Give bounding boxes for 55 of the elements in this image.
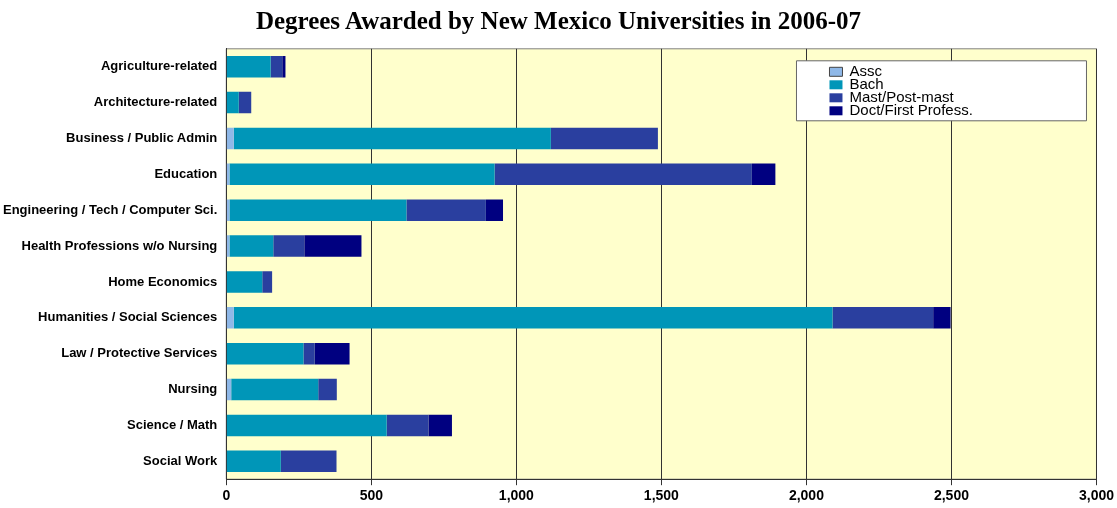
bar (933, 307, 951, 329)
x-tick-label: 3,000 (1078, 487, 1115, 504)
bar (226, 55, 271, 78)
y-tick-label: Humanities / Social Sciences (38, 309, 218, 325)
bar (226, 414, 387, 437)
bar (550, 127, 658, 150)
chart-title: Degrees Awarded by New Mexico Universities in 2006-07 (254, 6, 863, 36)
bar (233, 307, 833, 329)
y-tick-label: Law / Protective Services (61, 345, 218, 361)
bar (238, 91, 252, 114)
bar (751, 163, 776, 186)
bar (226, 91, 239, 114)
bar (229, 235, 274, 257)
x-tick-label: 1,500 (643, 487, 680, 504)
bar (280, 450, 337, 473)
y-tick-label: Science / Math (126, 416, 218, 432)
bar (282, 55, 286, 78)
bar (233, 127, 551, 150)
x-tick-label: 500 (359, 487, 384, 504)
bar (226, 271, 263, 293)
bar (485, 199, 504, 221)
bar (406, 199, 486, 221)
bar (226, 342, 304, 365)
x-tick-label: 1,000 (498, 487, 535, 504)
y-tick-label: Business / Public Admin (66, 130, 218, 146)
bar (303, 342, 315, 365)
bar (314, 342, 350, 365)
bar (226, 307, 234, 329)
bar (231, 378, 319, 401)
x-tick-label: 2,000 (788, 487, 825, 504)
y-tick-label: Health Professions w/o Nursing (21, 237, 218, 253)
bar (273, 235, 305, 257)
bar (494, 163, 752, 186)
bar (226, 450, 281, 473)
bar (229, 199, 407, 221)
y-tick-label: Education (154, 165, 218, 181)
x-tick-label: 0 (222, 487, 231, 504)
bar (386, 414, 429, 437)
bar (304, 235, 362, 257)
y-tick-label: Nursing (168, 381, 218, 397)
y-tick-label: Architecture-related (93, 94, 218, 110)
legend-label: Doct/First Profess. (849, 101, 973, 119)
bar (270, 55, 283, 78)
y-tick-label: Social Work (143, 452, 219, 468)
y-tick-label: Agriculture-related (100, 58, 218, 74)
bar (428, 414, 452, 437)
bar (318, 378, 337, 401)
y-tick-label: Home Economics (108, 273, 218, 289)
bar (262, 271, 273, 293)
bar (832, 307, 934, 329)
x-tick-label: 2,500 (933, 487, 970, 504)
bar (226, 127, 234, 150)
y-tick-label: Engineering / Tech / Computer Sci. (2, 201, 218, 217)
legend-label: Bach (849, 75, 884, 93)
bar (229, 163, 495, 186)
